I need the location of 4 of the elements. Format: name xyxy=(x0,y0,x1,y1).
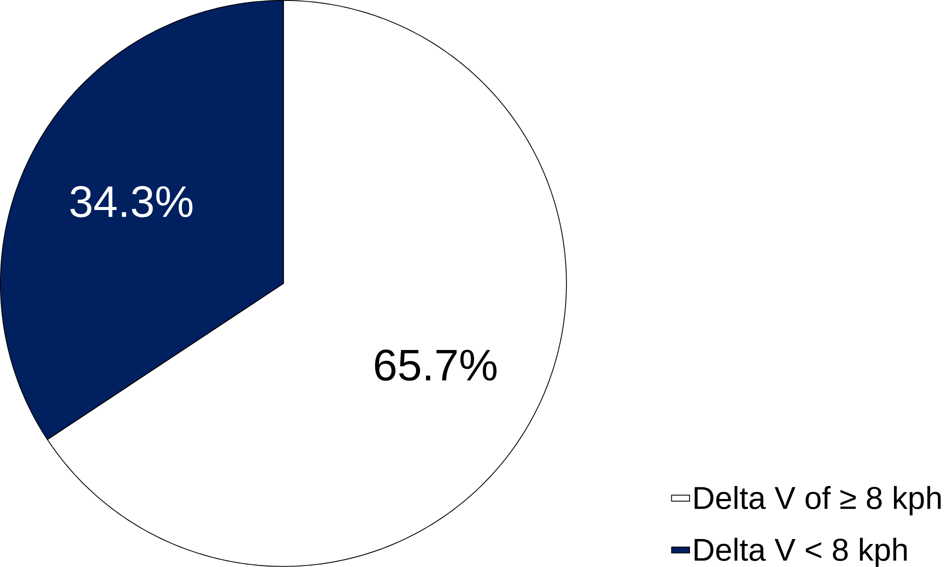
data-label: 65.7% xyxy=(375,350,497,381)
legend-label: Delta V < 8 kph xyxy=(694,538,907,567)
slice-label: Delta V of ≥ 8 kph xyxy=(694,486,941,516)
data-label: 34.3% xyxy=(70,186,192,218)
